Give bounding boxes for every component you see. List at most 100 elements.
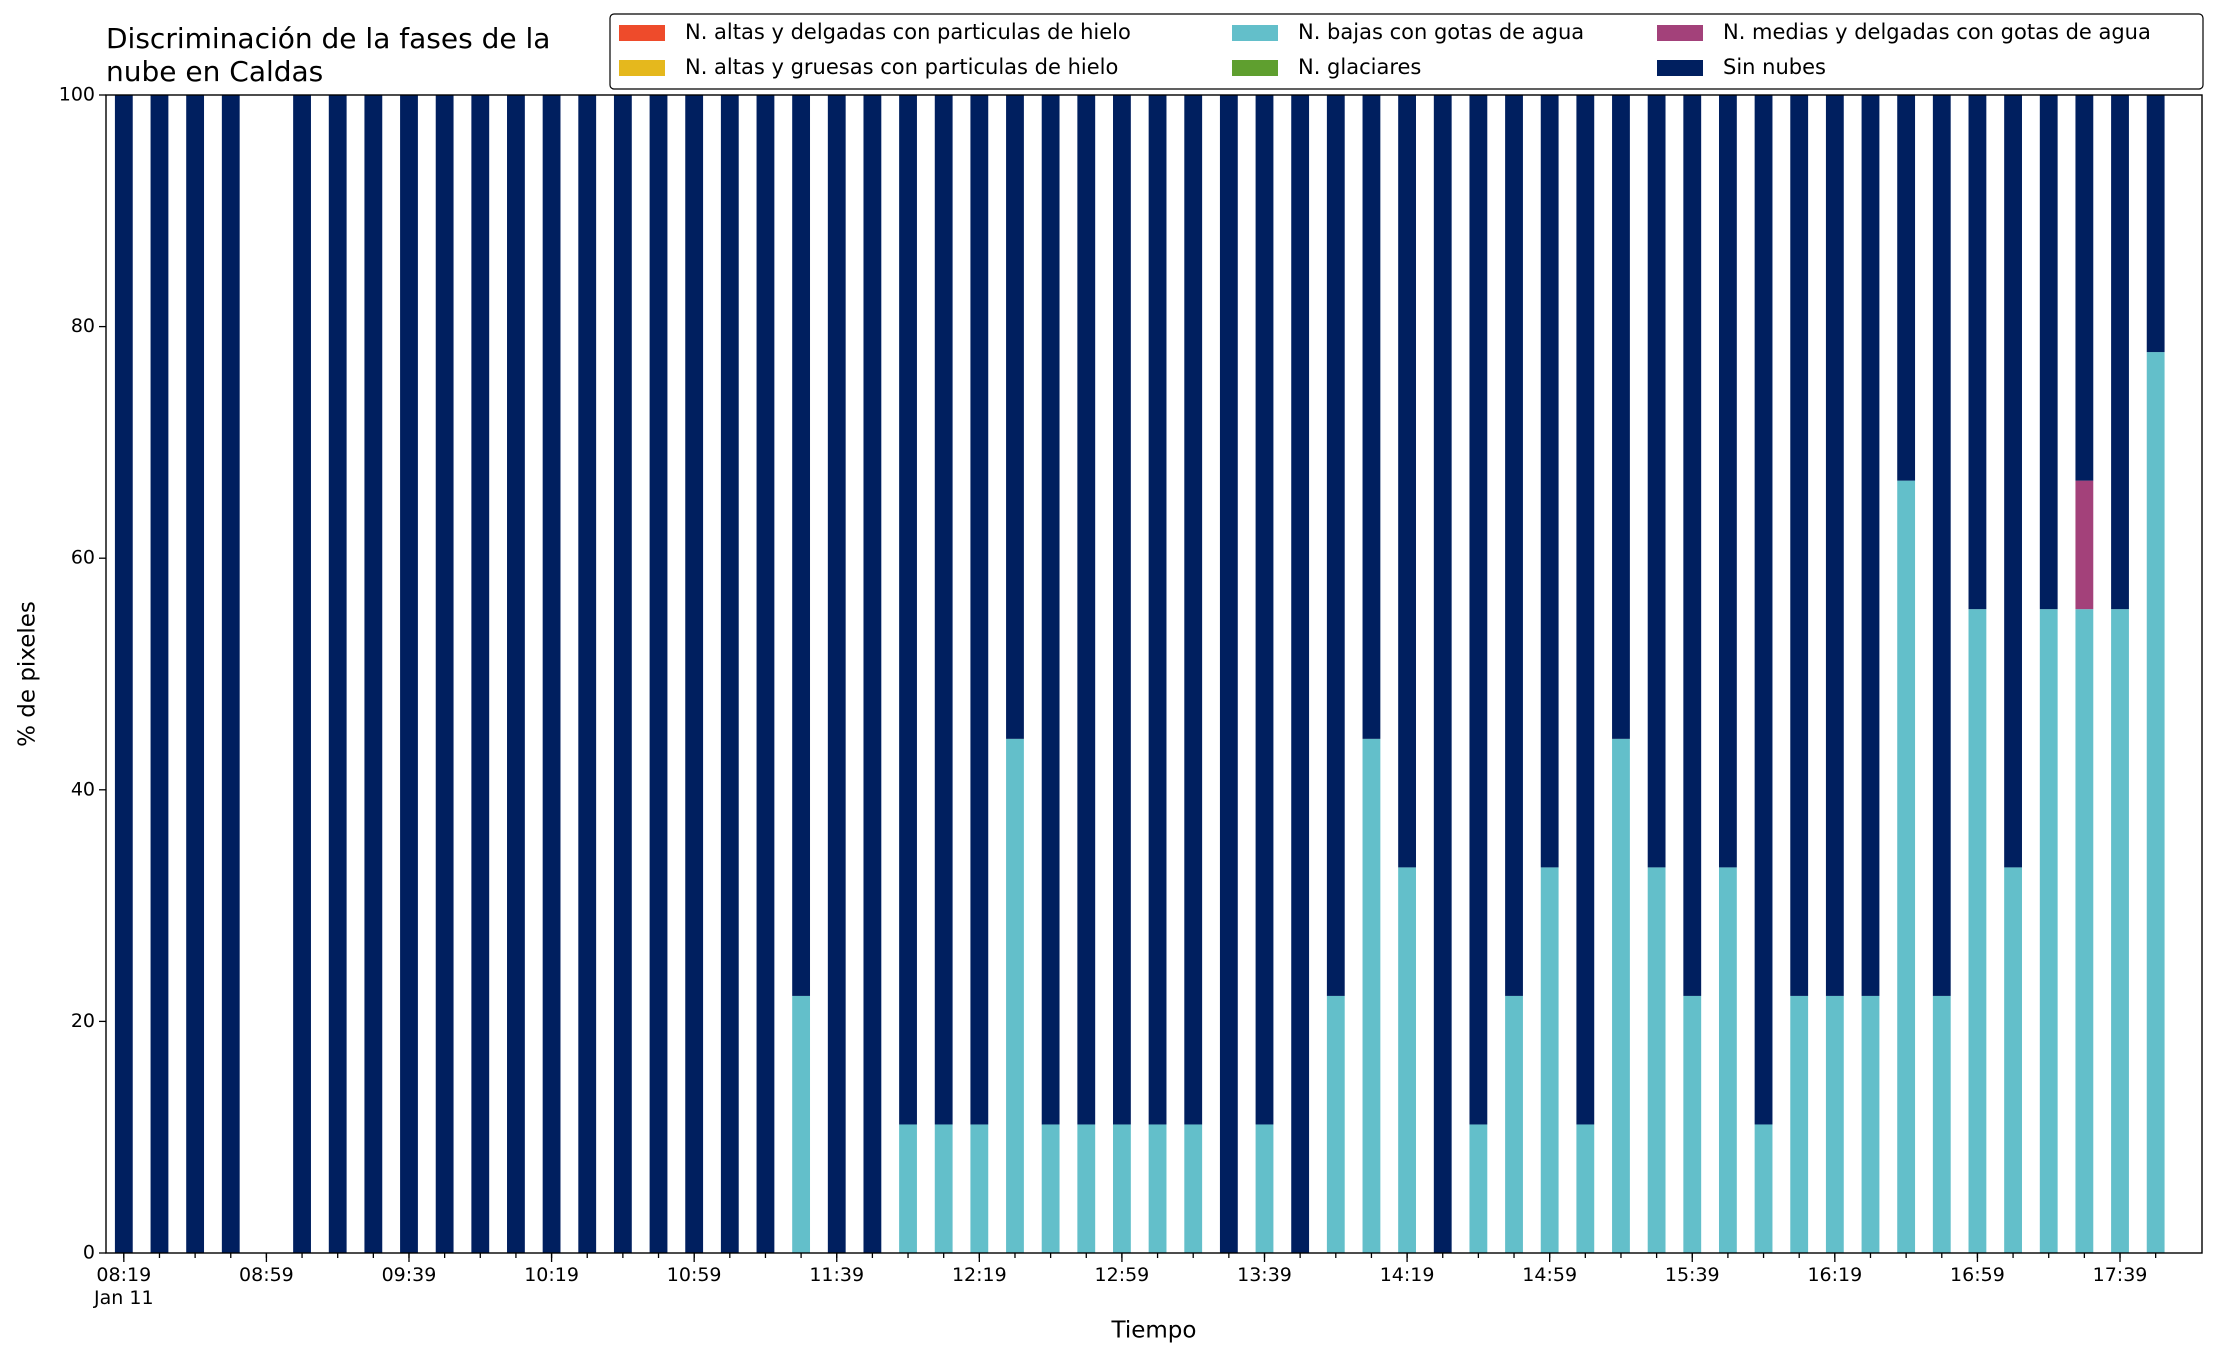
bar-segment [328, 95, 347, 1253]
legend-label: Sin nubes [1723, 55, 1826, 79]
bar-segment [1077, 1124, 1096, 1253]
x-tick-label: 13:39 [1237, 1264, 1292, 1286]
bar-segment [2111, 95, 2129, 610]
legend-label: N. altas y gruesas con particulas de hie… [685, 55, 1118, 79]
legend-label: N. medias y delgadas con gotas de agua [1723, 20, 2151, 44]
bar-segment [899, 95, 917, 1125]
y-axis-label: % de pixeles [15, 601, 41, 747]
bar-segment [1505, 995, 1523, 1253]
bar-segment [542, 95, 561, 1253]
y-tick-label: 60 [71, 547, 95, 569]
bar-segment [792, 995, 811, 1253]
bar-segment [1897, 95, 1916, 481]
chart-title: Discriminación de la fases de la nube en… [106, 22, 551, 88]
bar-segment [970, 95, 989, 1125]
bar-segment [685, 95, 704, 1253]
bar-segment [1683, 95, 1702, 996]
bar-segment [2111, 609, 2129, 1253]
legend-swatch [1232, 60, 1278, 76]
y-tick-label: 20 [71, 1010, 95, 1032]
y-tick-label: 40 [71, 778, 95, 800]
bar-segment [578, 95, 597, 1253]
bar-segment [2075, 609, 2094, 1253]
bar-segment [507, 95, 525, 1253]
bar-segment [1861, 995, 1880, 1253]
legend-swatch [619, 60, 665, 76]
bar-segment [1398, 95, 1416, 868]
x-tick-label: 16:19 [1807, 1264, 1863, 1286]
y-tick-label: 100 [59, 84, 95, 106]
bar-segment [2039, 95, 2058, 610]
bar-segment [1612, 95, 1630, 739]
bar-segment [934, 1124, 953, 1253]
bar-segment [1790, 95, 1809, 996]
bar-segment [1576, 1124, 1595, 1253]
y-tick-label: 0 [83, 1242, 95, 1264]
bar-segment [1041, 1124, 1060, 1253]
bar-segment [364, 95, 383, 1253]
bar-segment [2075, 480, 2094, 610]
x-tick-label: 08:19 Jan 11 [94, 1264, 154, 1309]
bar-segment [114, 95, 133, 1253]
bar-segment [1469, 1124, 1488, 1253]
bar-segment [1326, 995, 1345, 1253]
bar-segment [1291, 95, 1310, 1253]
bar-segment [649, 95, 668, 1253]
bar-segment [1932, 995, 1951, 1253]
bar-segment [1754, 95, 1773, 1125]
x-tick-label: 14:19 [1379, 1264, 1435, 1286]
bar-segment [1362, 738, 1381, 1253]
bar-segment [1647, 867, 1666, 1253]
bar-segment [1326, 95, 1345, 996]
bar-segment [1362, 95, 1381, 739]
bar-segment [2075, 95, 2094, 481]
bar-segment [863, 95, 882, 1253]
x-tick-label: 10:19 [524, 1264, 579, 1286]
bar-segment [1148, 95, 1167, 1125]
bar-segment [221, 95, 240, 1253]
bar-segment [1219, 95, 1238, 1253]
legend-swatch [1657, 60, 1703, 76]
bar-segment [1897, 480, 1916, 1253]
bar-segment [2039, 609, 2058, 1253]
bar-segment [1540, 95, 1559, 868]
bar-segment [1077, 95, 1096, 1125]
legend-label: N. bajas con gotas de agua [1298, 20, 1584, 44]
bar-segment [1184, 95, 1203, 1125]
bar-segment [970, 1124, 989, 1253]
x-tick-label: 12:59 [1094, 1264, 1150, 1286]
x-tick-label: 12:19 [951, 1264, 1007, 1286]
legend-label: N. glaciares [1298, 55, 1421, 79]
y-tick-label: 80 [71, 315, 95, 337]
bar-segment [899, 1124, 917, 1253]
legend-swatch [619, 25, 665, 41]
bar-segment [435, 95, 454, 1253]
legend: N. altas y delgadas con particulas de hi… [609, 13, 2204, 90]
legend-frame [609, 13, 2204, 90]
bar-segment [1469, 95, 1488, 1125]
bar-segment [186, 95, 205, 1253]
x-axis-label: Tiempo [1111, 1318, 1197, 1344]
bar-segment [1255, 95, 1274, 1125]
bar-segment [1113, 95, 1131, 1125]
bar-segment [2146, 352, 2165, 1253]
bar-segment [1718, 95, 1737, 868]
bar-segment [150, 95, 169, 1253]
bar-segment [720, 95, 739, 1253]
bar-segment [1148, 1124, 1167, 1253]
legend-label: N. altas y delgadas con particulas de hi… [685, 20, 1131, 44]
bar-segment [1825, 95, 1844, 996]
bar-segment [792, 95, 811, 996]
bar-segment [1006, 738, 1024, 1253]
bar-segment [1968, 609, 1987, 1253]
bar-segment [1968, 95, 1987, 610]
bar-segment [1647, 95, 1666, 868]
bar-segment [1754, 1124, 1773, 1253]
bar-segment [1433, 95, 1452, 1253]
bar-segment [293, 95, 311, 1253]
bar-segment [1861, 95, 1880, 996]
x-tick-label: 17:39 [2092, 1264, 2148, 1286]
bar-segment [1790, 995, 1809, 1253]
